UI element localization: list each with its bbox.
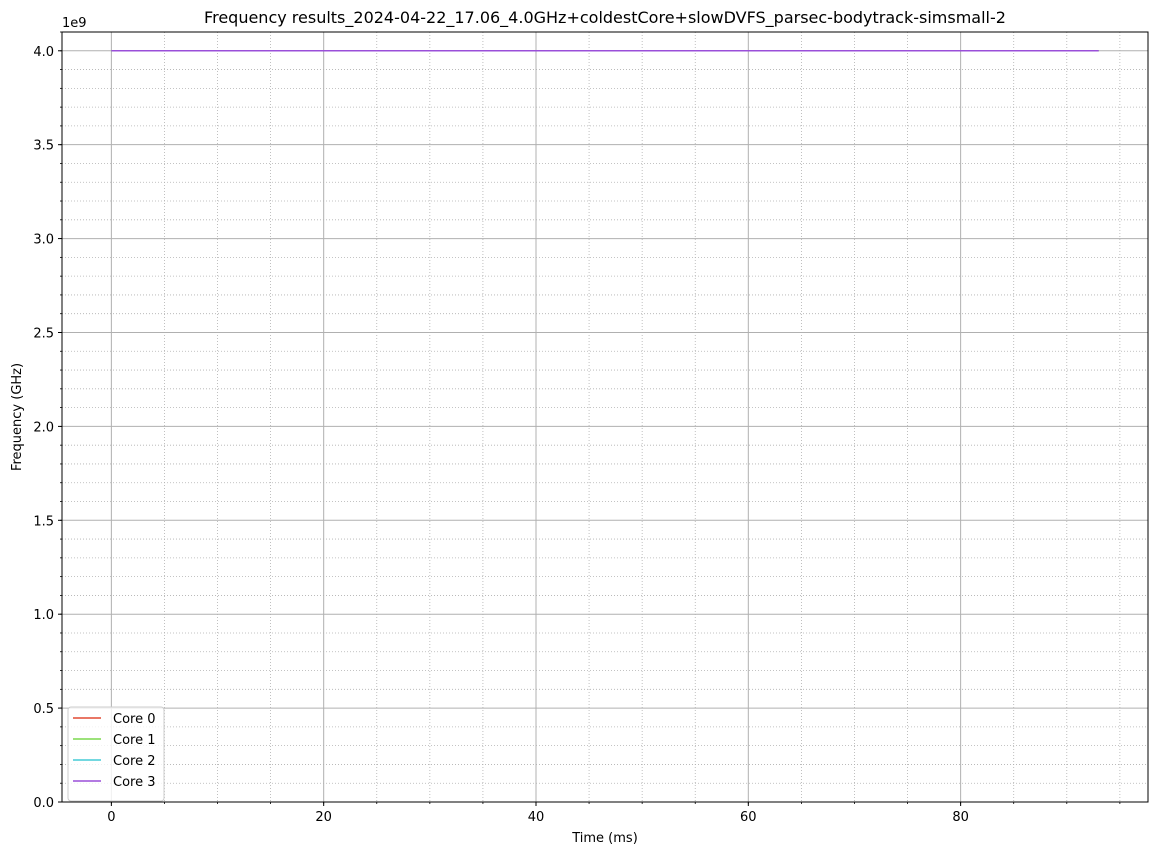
y-axis-offset-label: 1e9 — [62, 16, 87, 31]
y-tick-label: 3.5 — [33, 139, 54, 154]
legend: Core 0 Core 1 Core 2 Core 3 — [67, 706, 165, 802]
legend-label-core-3: Core 3 — [113, 775, 156, 790]
legend-box — [67, 706, 165, 802]
x-tick-label: 80 — [952, 810, 969, 825]
y-tick-label: 2.5 — [33, 326, 54, 341]
y-axis-label: Frequency (GHz) — [10, 363, 25, 471]
plot-frame — [61, 31, 1149, 803]
y-tick-label: 0.5 — [33, 702, 54, 717]
x-axis-label: Time (ms) — [571, 831, 638, 846]
legend-label-core-0: Core 0 — [113, 712, 156, 727]
x-tick-label: 40 — [528, 810, 545, 825]
legend-label-core-1: Core 1 — [113, 733, 156, 748]
x-tick-label: 20 — [315, 810, 332, 825]
chart-title: Frequency results_2024-04-22_17.06_4.0GH… — [204, 8, 1006, 28]
y-tick-label: 0.0 — [33, 796, 54, 811]
minor-grid — [62, 31, 1148, 802]
y-tick-label: 1.5 — [33, 514, 54, 529]
y-tick-label: 1.0 — [33, 608, 54, 623]
axis-ticks — [58, 31, 1121, 806]
y-tick-label: 3.0 — [33, 233, 54, 248]
x-tick-label: 60 — [740, 810, 757, 825]
major-grid — [62, 32, 1148, 803]
axis-tick-labels: 0 20 40 60 80 0.0 0.5 1.0 1.5 2.0 2.5 3.0 3.5 4.0 — [33, 45, 969, 825]
y-tick-label: 2.0 — [33, 420, 54, 435]
legend-label-core-2: Core 2 — [113, 754, 156, 769]
y-tick-label: 4.0 — [33, 45, 54, 60]
x-tick-label: 0 — [107, 810, 115, 825]
